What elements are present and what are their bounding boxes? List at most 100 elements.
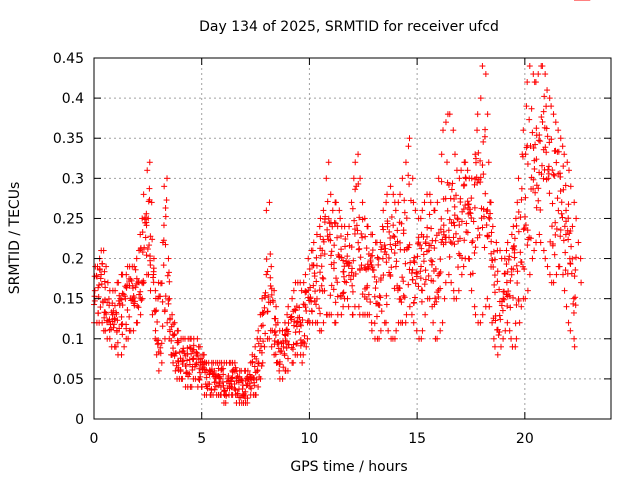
x-tick-label: 5 xyxy=(197,431,206,447)
data-point xyxy=(290,341,297,348)
data-point xyxy=(406,135,413,142)
data-point xyxy=(413,273,420,280)
data-point xyxy=(435,229,442,236)
data-point xyxy=(414,253,421,260)
data-point xyxy=(150,265,157,272)
y-tick-label: 0.25 xyxy=(53,211,84,227)
data-point xyxy=(170,332,177,339)
data-point xyxy=(154,318,161,325)
data-point xyxy=(372,285,379,292)
data-point xyxy=(536,131,543,138)
data-point xyxy=(577,255,584,262)
data-point xyxy=(358,230,365,237)
data-point xyxy=(470,218,477,225)
data-point xyxy=(301,340,308,347)
data-point xyxy=(138,297,145,304)
data-point xyxy=(259,359,266,366)
data-point xyxy=(418,298,425,305)
data-point xyxy=(448,279,455,286)
data-point xyxy=(164,319,171,326)
data-point xyxy=(399,274,406,281)
data-point xyxy=(510,223,517,230)
data-point xyxy=(194,350,201,357)
data-point xyxy=(175,339,182,346)
data-point xyxy=(544,87,551,94)
data-point xyxy=(418,245,425,252)
data-point xyxy=(482,126,489,133)
data-point xyxy=(338,311,345,318)
data-point xyxy=(446,253,453,260)
data-point xyxy=(548,223,555,230)
data-point xyxy=(93,273,100,280)
data-point xyxy=(422,267,429,274)
data-point xyxy=(520,226,527,233)
data-point xyxy=(341,278,348,285)
data-point xyxy=(490,248,497,255)
data-point xyxy=(455,238,462,245)
data-point xyxy=(184,344,191,351)
data-point xyxy=(550,171,557,178)
data-point xyxy=(106,326,113,333)
data-point xyxy=(349,205,356,212)
data-point xyxy=(406,181,413,188)
data-point xyxy=(533,204,540,211)
data-point xyxy=(537,239,544,246)
data-point xyxy=(279,375,286,382)
data-point xyxy=(244,367,251,374)
data-point xyxy=(552,219,559,226)
data-point xyxy=(502,270,509,277)
data-point xyxy=(344,253,351,260)
data-point xyxy=(274,319,281,326)
data-point xyxy=(533,182,540,189)
data-point xyxy=(533,156,540,163)
data-point xyxy=(116,292,123,299)
data-point xyxy=(513,262,520,269)
data-point xyxy=(158,359,165,366)
data-point xyxy=(491,343,498,350)
data-point xyxy=(497,343,504,350)
data-point xyxy=(475,149,482,156)
data-point xyxy=(397,191,404,198)
data-point xyxy=(320,275,327,282)
data-point xyxy=(129,285,136,292)
data-point xyxy=(563,218,570,225)
data-point xyxy=(91,287,98,294)
data-point xyxy=(468,287,475,294)
data-point xyxy=(435,293,442,300)
data-point xyxy=(446,111,453,118)
data-point xyxy=(409,276,416,283)
data-point xyxy=(492,289,499,296)
data-point xyxy=(532,141,539,148)
data-point xyxy=(244,395,251,402)
data-point xyxy=(142,214,149,221)
data-point xyxy=(391,233,398,240)
data-point xyxy=(557,233,564,240)
data-point xyxy=(518,303,525,310)
data-point xyxy=(383,301,390,308)
data-point xyxy=(95,310,102,317)
data-point xyxy=(172,367,179,374)
data-point xyxy=(496,286,503,293)
data-point xyxy=(387,183,394,190)
data-point xyxy=(392,207,399,214)
data-point xyxy=(196,343,203,350)
data-point xyxy=(490,263,497,270)
data-point xyxy=(289,295,296,302)
data-point xyxy=(157,350,164,357)
data-point xyxy=(165,255,172,262)
data-point xyxy=(377,294,384,301)
data-point xyxy=(285,303,292,310)
data-point xyxy=(554,195,561,202)
data-point xyxy=(543,125,550,132)
data-point xyxy=(177,368,184,375)
data-point xyxy=(540,247,547,254)
data-point xyxy=(352,186,359,193)
data-point xyxy=(232,387,239,394)
data-point xyxy=(452,192,459,199)
data-point xyxy=(363,284,370,291)
data-point xyxy=(345,259,352,266)
data-point xyxy=(501,296,508,303)
data-point xyxy=(442,195,449,202)
data-point xyxy=(145,271,152,278)
data-point xyxy=(462,174,469,181)
